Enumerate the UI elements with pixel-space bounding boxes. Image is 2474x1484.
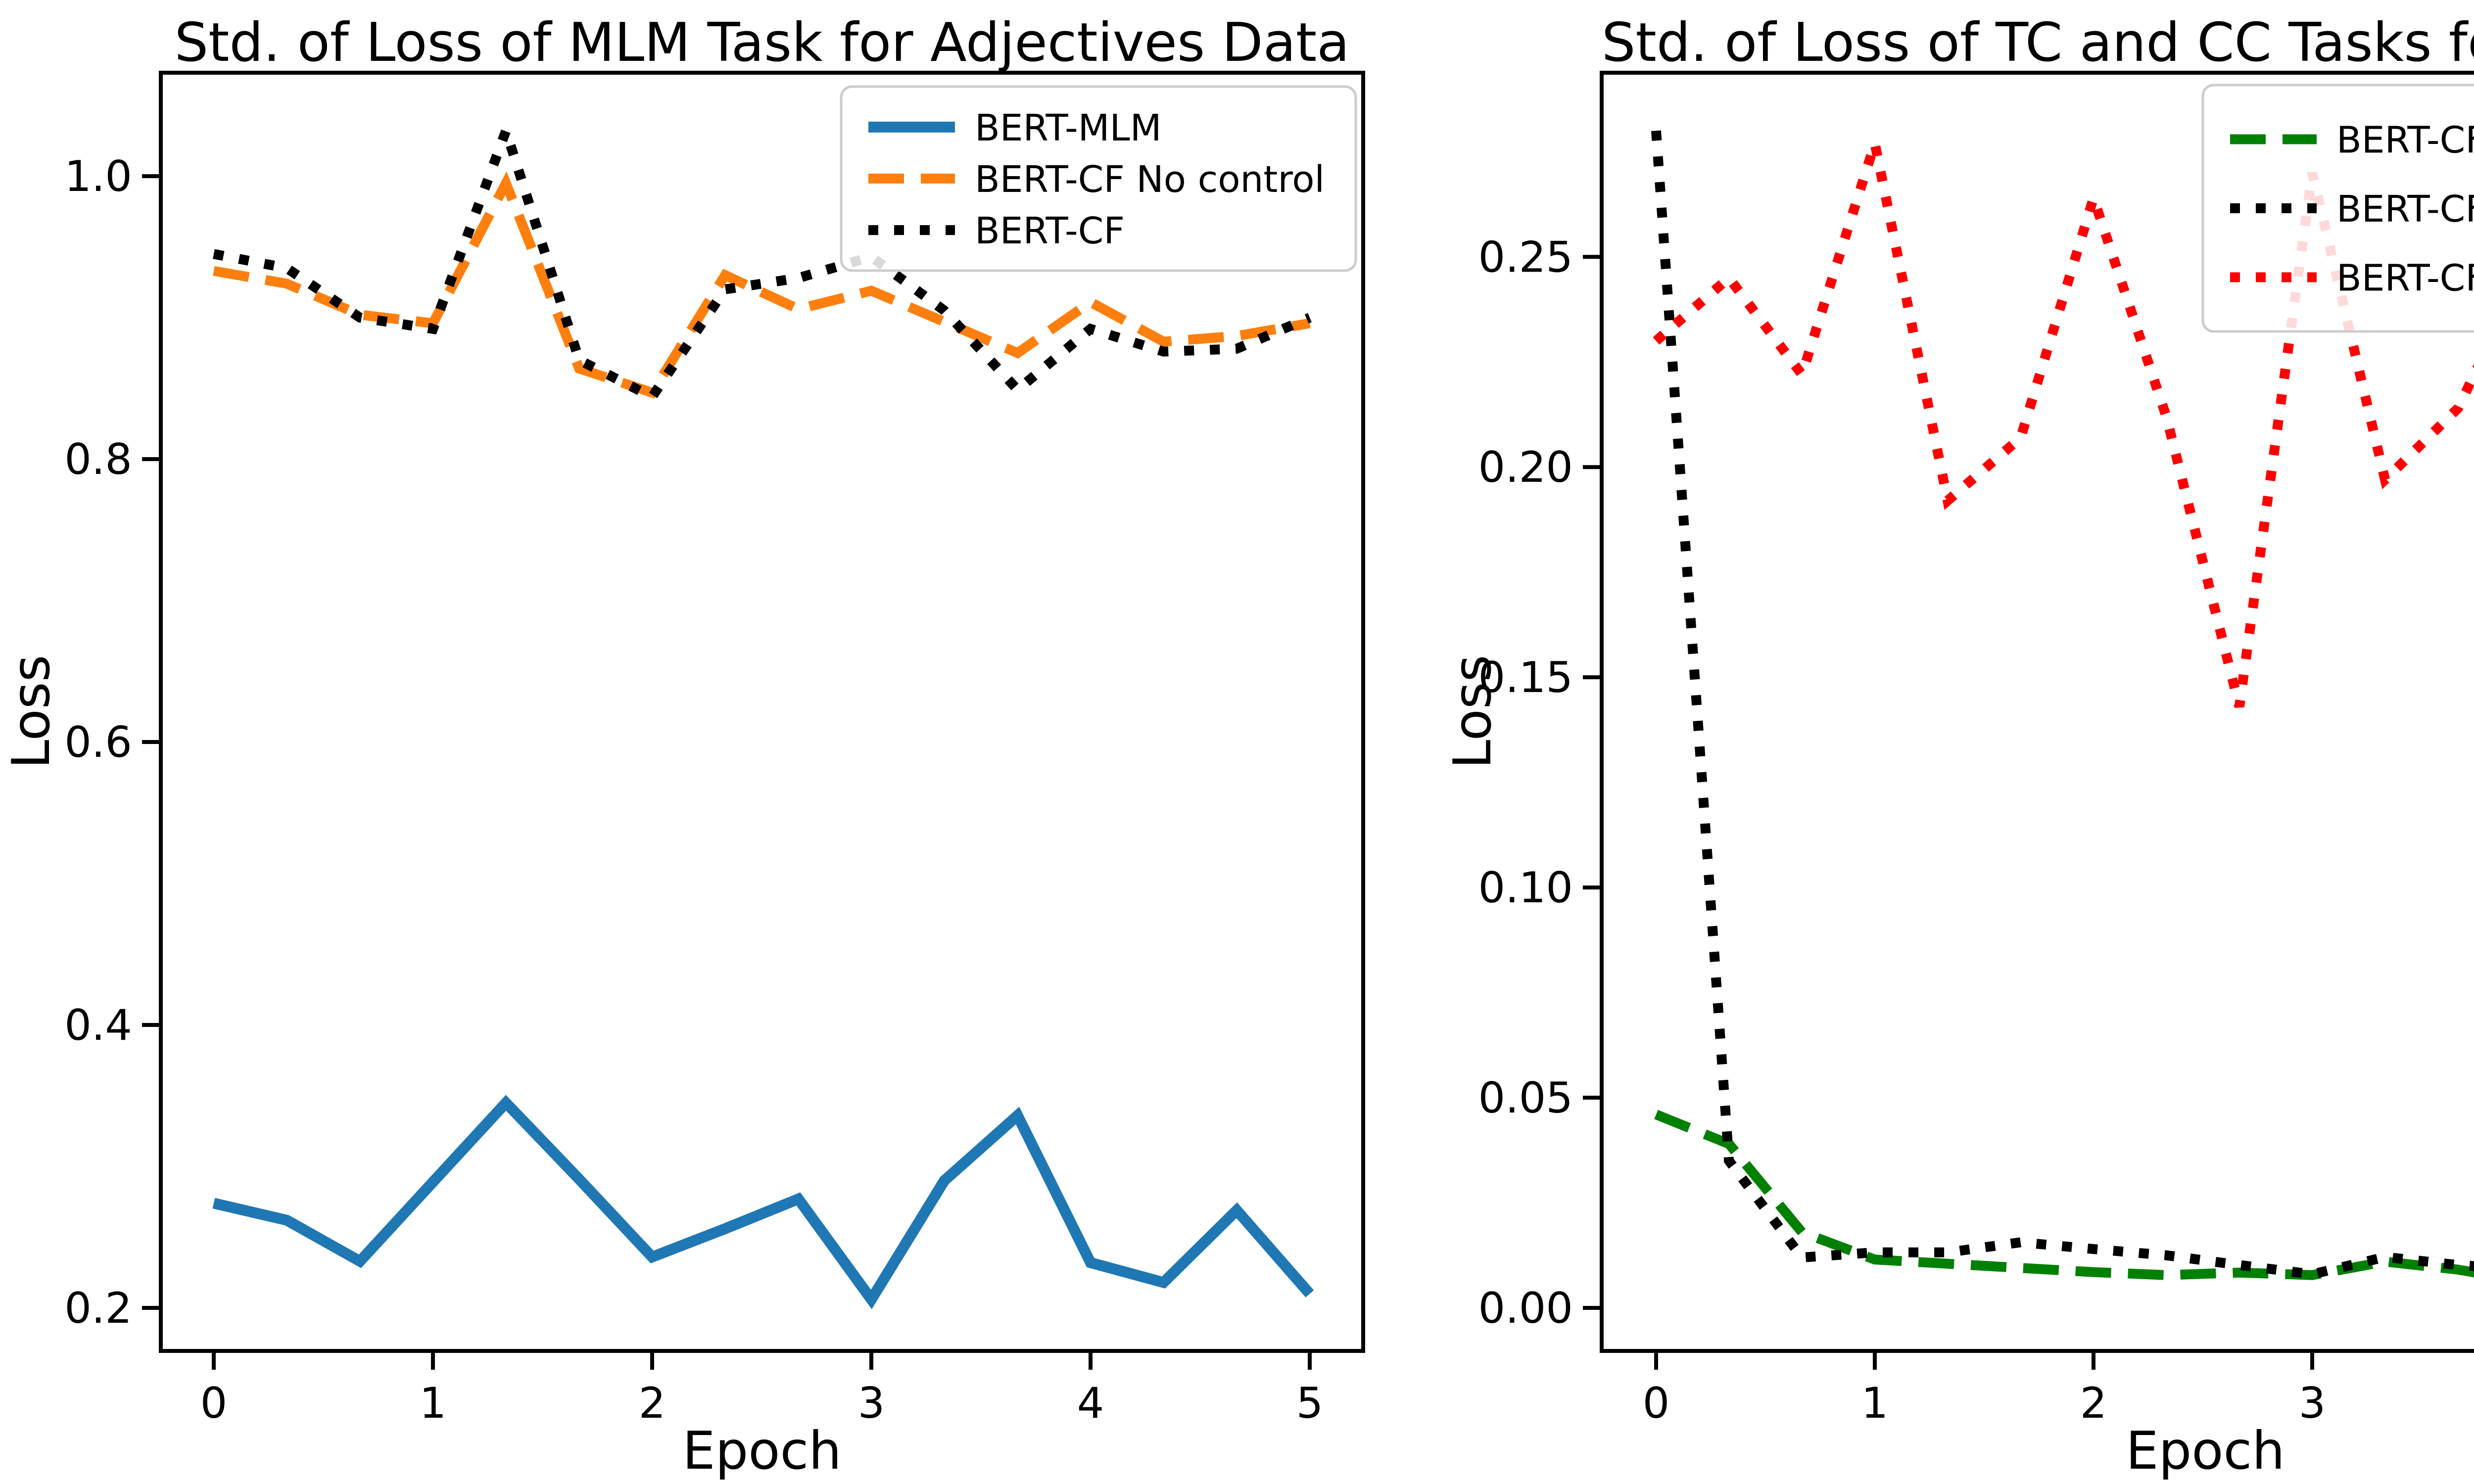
plot-0-ytick-label: 0.4 [64,1001,132,1050]
legend-label-bert-cf-cc: BERT-CF (CC) [2336,257,2474,299]
legend-label-bert-cf-no-control: BERT-CF No control [975,158,1325,201]
plot-0-legend-box [840,85,1357,272]
plot-1-xtick-label: 0 [1643,1379,1670,1428]
plot-1-ytick-label: 0.15 [1478,653,1573,702]
plot-1-ytick-label: 0.10 [1478,863,1573,913]
plot-0-ytick-label: 0.8 [64,435,132,484]
legend-label-bert-cf-tc: BERT-CF (TC) [2336,188,2474,231]
plot-0-xtick-label: 0 [200,1379,228,1428]
series-bert-mlm-line [212,1095,1314,1309]
left-plot-title: Std. of Loss of MLM Task for Adjectives … [174,12,1350,74]
series-bert-cf-tc-line [1651,130,2474,1280]
legend-label-bert-cf: BERT-CF [975,210,1125,252]
plot-0-xtick-label: 2 [639,1379,666,1428]
plot-0-ytick-label: 1.0 [64,152,132,201]
plot-1-xtick-label: 2 [2080,1379,2107,1428]
plot-0-axes-frame [159,71,1365,1353]
plot-1-ytick-label: 0.25 [1478,232,1573,282]
left-yaxis-label: Loss [1,654,61,769]
series-bert-cf-cc-line [1653,123,2474,708]
series-bert-cf-no-control-tc-line [1654,1110,2474,1280]
plot-0-ytick-label: 0.6 [64,718,132,767]
plot-0-xtick-label: 1 [420,1379,447,1428]
plot-0-xtick-label: 3 [858,1379,885,1428]
plot-1-ytick-label: 0.00 [1478,1284,1573,1333]
right-xaxis-label: Epoch [2126,1421,2285,1481]
series-bert-cf-no-control-line [213,171,1311,399]
plot-1-axes-frame [1600,71,2474,1353]
plot-1-xtick-label: 3 [2299,1379,2326,1428]
plot-0-ytick-label: 0.2 [64,1284,132,1333]
plot-0: 0 1 2 3 4 5 0.2 0.4 0.6 0.8 1.0 BERT-MLM BERT-CF No … [64,71,1365,1428]
plot-1-xtick-label: 1 [1861,1379,1889,1428]
plot-1-ytick-label: 0.05 [1478,1073,1573,1123]
legend-label-bert-cf-no-control-tc: BERT-CF No control (TC) [2336,119,2474,162]
left-xaxis-label: Epoch [682,1421,842,1481]
legend-label-bert-mlm: BERT-MLM [975,107,1162,149]
plot-0-xtick-label: 5 [1296,1379,1324,1428]
plot-0-xtick-label: 4 [1077,1379,1104,1428]
right-yaxis-label: Loss [1442,654,1503,769]
right-plot-title: Std. of Loss of TC and CC Tasks for Adje… [1602,12,2474,74]
plot-1-ytick-label: 0.20 [1478,443,1573,492]
plot-1-legend-box [2201,84,2474,333]
